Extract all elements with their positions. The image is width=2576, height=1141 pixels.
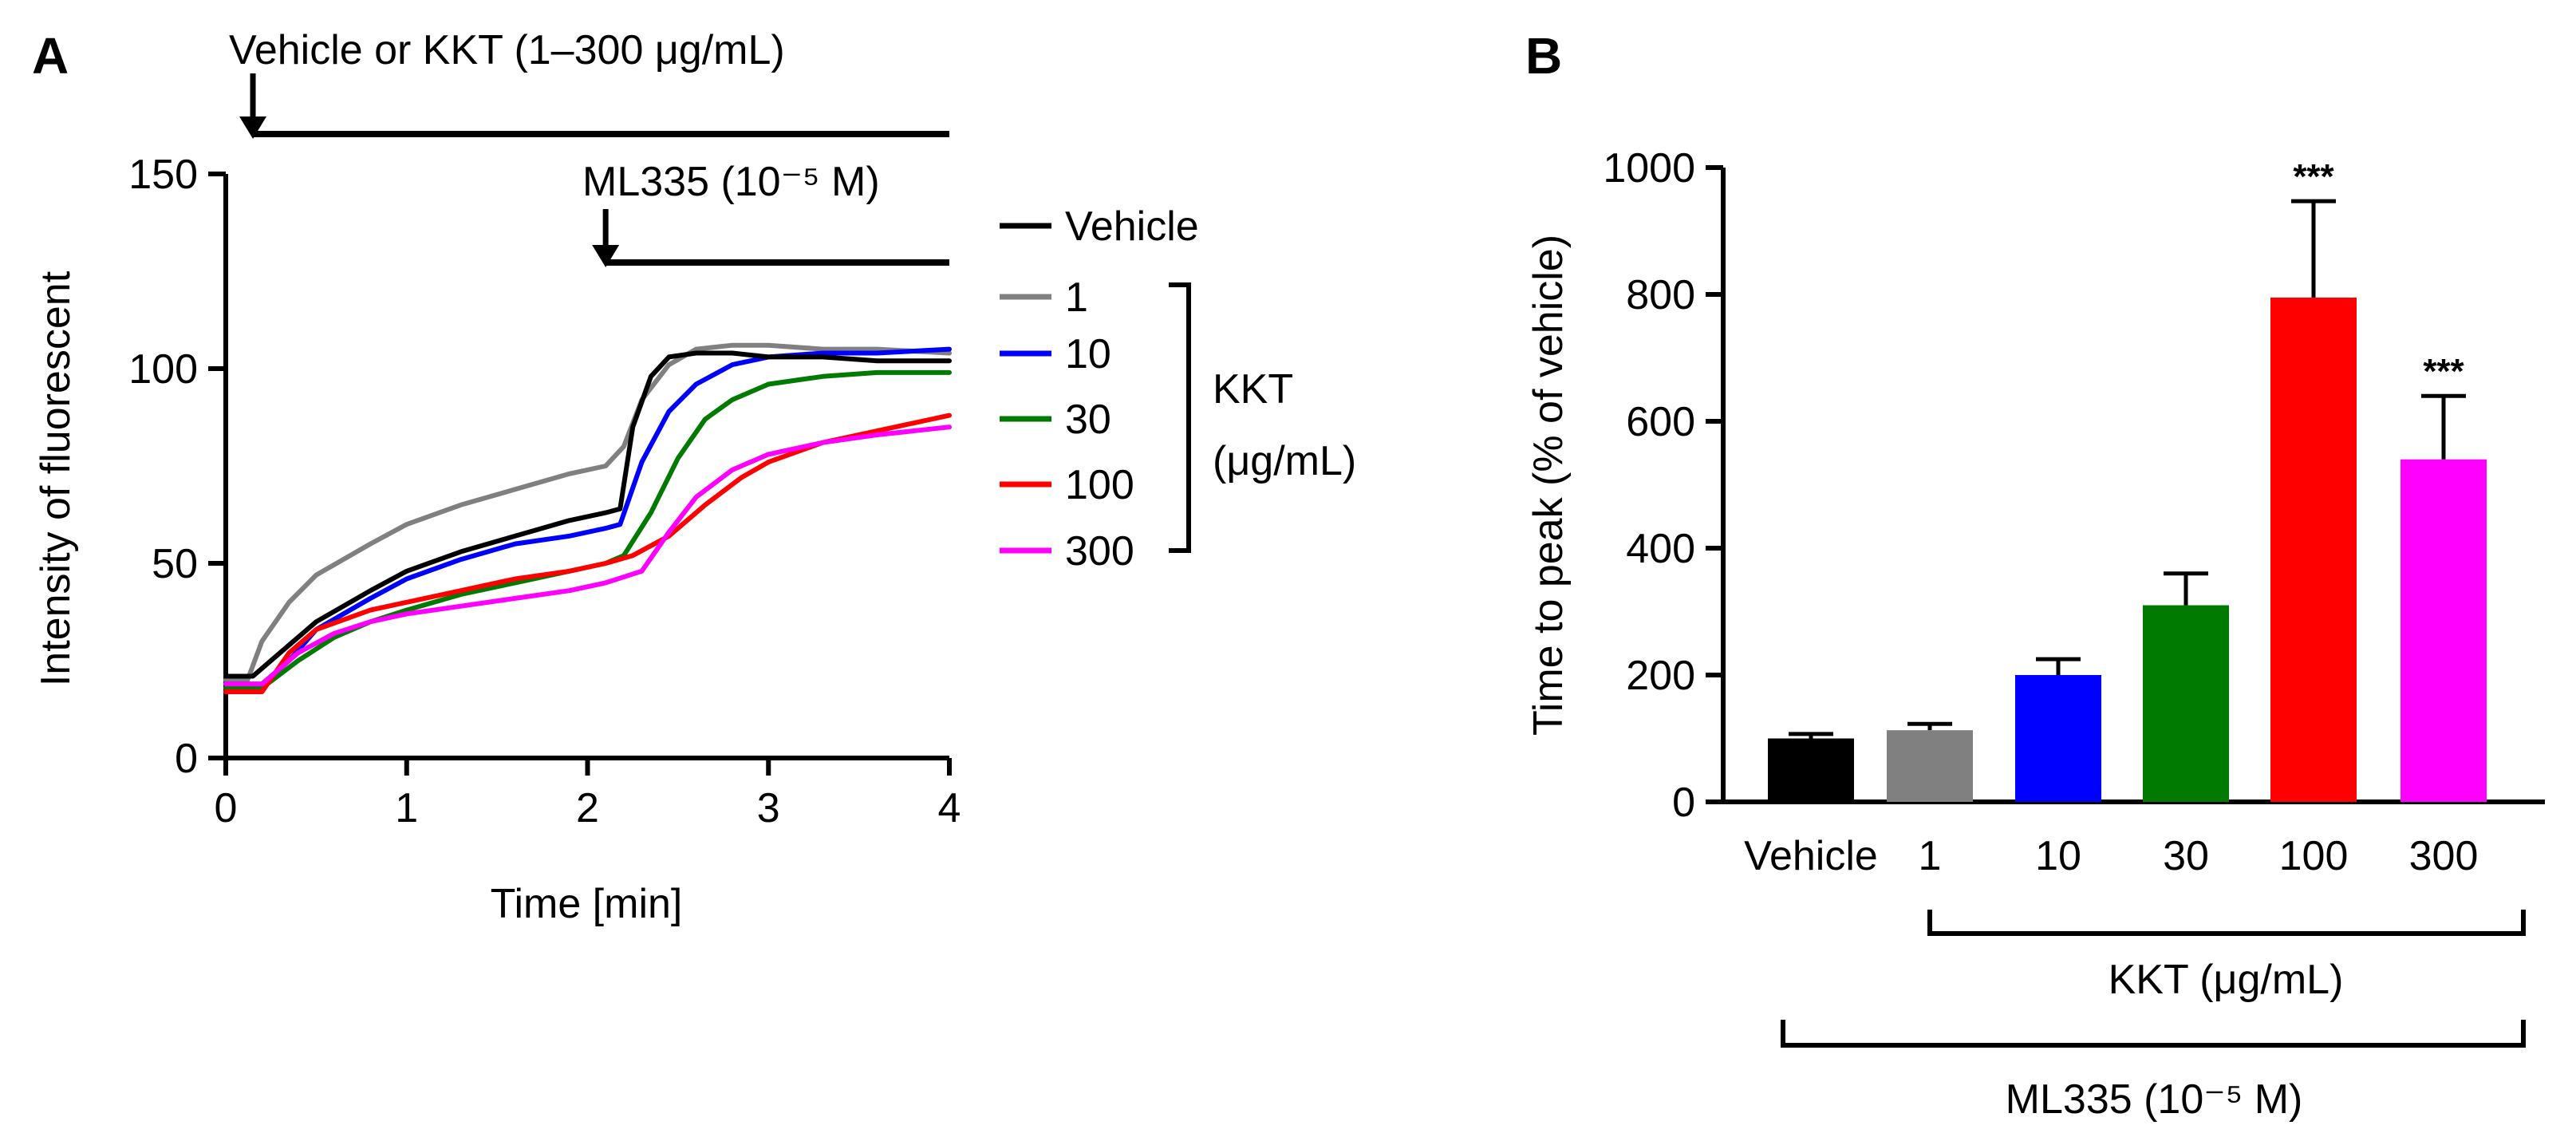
legend-label-vehicle: Vehicle <box>1065 203 1199 250</box>
arrow-head <box>239 116 267 139</box>
treatment-arrow <box>239 73 267 139</box>
panel-a-x-tick-label: 3 <box>757 785 780 831</box>
panel-b-y-tick-label: 400 <box>1626 526 1695 572</box>
panel-a-y-tick-label: 50 <box>152 541 198 587</box>
significance-marker: *** <box>2423 352 2464 391</box>
panel-a-ylabel: Intensity of fluorescent <box>33 270 79 686</box>
legend-group-label-line2: (μg/mL) <box>1213 438 1356 484</box>
panel-a: A Vehicle or KKT (1–300 μg/mL) ML335 (10… <box>32 27 1356 927</box>
panel-b-y-tick-label: 800 <box>1626 272 1695 318</box>
significance-marker: *** <box>2293 157 2334 196</box>
panel-a-x-tick-label: 4 <box>938 785 961 831</box>
panel-b-y-tick-label: 600 <box>1626 399 1695 445</box>
panel-a-label: A <box>32 27 69 85</box>
panel-b-ticks: 0 200 400 600 800 1000 <box>1603 145 1723 826</box>
category-label-100: 100 <box>2279 833 2349 879</box>
series-line-1 <box>223 342 952 683</box>
category-label-1: 1 <box>1919 833 1942 879</box>
bar-300 <box>2400 459 2487 802</box>
panel-a-ticks: 0 50 100 150 0 1 2 3 4 <box>128 152 961 831</box>
kkt-group-label: KKT (μg/mL) <box>2109 957 2344 1003</box>
panel-a-xlabel: Time [min] <box>491 881 683 927</box>
category-label-vehicle: Vehicle <box>1744 833 1878 879</box>
ml335-group-label: ML335 (10⁻⁵ M) <box>2006 1076 2303 1123</box>
series-line-300 <box>223 424 952 687</box>
panel-a-x-tick-label: 1 <box>395 785 418 831</box>
arrow-head <box>592 245 620 267</box>
ml335-arrow <box>592 209 620 267</box>
bar-30 <box>2143 605 2229 802</box>
panel-a-x-tick-label: 2 <box>576 785 599 831</box>
series-line-100 <box>223 413 952 694</box>
panel-a-y-tick-label: 0 <box>175 736 198 782</box>
panel-b-label: B <box>1525 27 1562 85</box>
series-line-vehicle <box>223 350 952 679</box>
bar-1 <box>1887 730 1973 802</box>
legend-label-1: 1 <box>1065 274 1088 321</box>
legend-label-300: 300 <box>1065 528 1134 574</box>
legend-label-30: 30 <box>1065 397 1111 443</box>
bar-10 <box>2015 675 2101 802</box>
bar-100 <box>2270 297 2357 803</box>
category-label-10: 10 <box>2035 833 2081 879</box>
panel-b-y-tick-label: 1000 <box>1603 145 1695 191</box>
panel-b-ylabel: Time to peak (% of vehicle) <box>1525 235 1572 736</box>
category-label-30: 30 <box>2163 833 2209 879</box>
treatment-annotation: Vehicle or KKT (1–300 μg/mL) <box>229 27 785 73</box>
category-label-300: 300 <box>2409 833 2479 879</box>
panel-a-series <box>223 342 952 694</box>
panel-a-y-tick-label: 100 <box>128 346 198 393</box>
bar-vehicle <box>1768 738 1854 802</box>
legend-label-100: 100 <box>1065 462 1134 508</box>
panel-b-bars: *** *** <box>1768 157 2487 803</box>
ml335-annotation: ML335 (10⁻⁵ M) <box>582 159 880 205</box>
legend-label-10: 10 <box>1065 331 1111 377</box>
panel-a-x-tick-label: 0 <box>215 785 238 831</box>
panel-b-y-tick-label: 0 <box>1672 780 1695 826</box>
panel-a-legend: Vehicle 1 10 30 100 300 <box>1000 203 1199 574</box>
panel-b-category-labels: Vehicle 1 10 30 100 300 <box>1744 833 2478 879</box>
panel-a-y-tick-label: 150 <box>128 152 198 198</box>
panel-b: B 0 200 400 600 800 1000 *** *** Vehicle 1 10 30 1… <box>1525 27 2545 1123</box>
panel-b-y-tick-label: 200 <box>1626 653 1695 699</box>
legend-group-label-line1: KKT <box>1213 366 1293 413</box>
